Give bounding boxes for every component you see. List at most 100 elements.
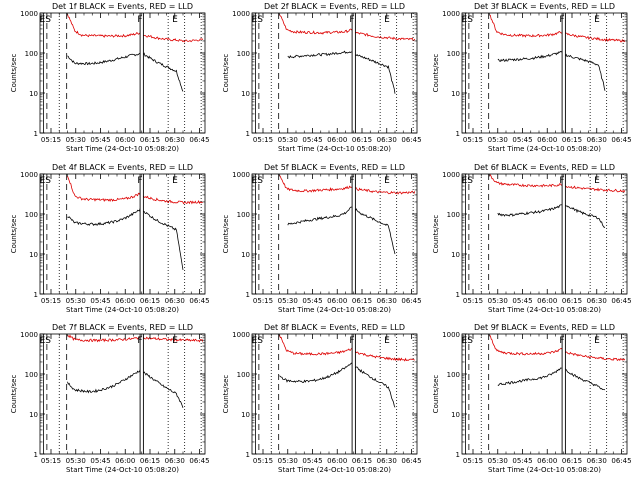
series-events-line: [565, 205, 606, 228]
series-events-line: [355, 208, 396, 255]
x-tick-label: 06:00: [115, 457, 135, 465]
y-tick-label: 1000: [20, 331, 38, 339]
traces: [489, 335, 626, 391]
x-axis-label: Start Time (24-Oct-10 05:08:20): [66, 466, 179, 474]
panel-title: Det 5f BLACK = Events, RED = LLD: [264, 163, 405, 172]
panel-title: Det 6f BLACK = Events, RED = LLD: [474, 163, 615, 172]
x-tick-label: 06:00: [537, 136, 557, 144]
y-tick-label: 100: [25, 50, 38, 58]
series-lld-line: [565, 32, 626, 43]
x-tick-label: 05:45: [302, 297, 322, 305]
y-tick-label: 1: [456, 451, 460, 459]
y-axis-label: Counts/sec: [10, 54, 18, 93]
y-tick-label: 100: [25, 371, 38, 379]
x-tick-label: 06:30: [377, 297, 397, 305]
y-tick-label: 1000: [20, 171, 38, 179]
series-events-line: [287, 50, 353, 59]
y-tick-label: 10: [29, 411, 38, 419]
y-axis-label: Counts/sec: [10, 375, 18, 414]
series-events-line: [279, 362, 353, 384]
x-tick-label: 05:30: [278, 297, 298, 305]
x-tick-label: 05:30: [488, 297, 508, 305]
x-tick-label: 06:45: [401, 457, 421, 465]
traces: [279, 174, 416, 255]
x-tick-label: 06:30: [165, 457, 185, 465]
x-tick-label: 05:45: [90, 457, 110, 465]
plot-frame: [461, 12, 628, 134]
x-tick-label: 06:15: [140, 136, 160, 144]
series-events-line: [565, 368, 606, 391]
x-tick-label: 05:15: [41, 297, 61, 305]
plot-frame: [251, 333, 418, 455]
x-tick-label: 05:45: [302, 457, 322, 465]
marker-e-label: E: [384, 176, 390, 186]
x-axis-label: Start Time (24-Oct-10 05:08:20): [488, 306, 601, 314]
panel-title: Det 9f BLACK = Events, RED = LLD: [474, 323, 615, 332]
x-tick-label: 06:00: [537, 297, 557, 305]
marker-es-label: ES: [252, 336, 264, 346]
y-tick-label: 100: [25, 211, 38, 219]
series-lld-line: [143, 195, 204, 205]
series-lld-line: [143, 34, 204, 43]
panel-title: Det 8f BLACK = Events, RED = LLD: [264, 323, 405, 332]
y-tick-label: 1: [246, 451, 250, 459]
y-tick-label: 10: [29, 90, 38, 98]
series-lld-line: [355, 187, 416, 195]
y-tick-label: 1: [34, 130, 38, 138]
x-tick-label: 06:30: [165, 136, 185, 144]
series-events-line: [67, 52, 141, 66]
plot-frame: [39, 173, 206, 295]
series-lld-line: [565, 185, 626, 193]
marker-f-label: F: [349, 336, 354, 346]
x-tick-label: 06:15: [352, 136, 372, 144]
series-events-line: [143, 371, 184, 409]
x-tick-label: 05:15: [41, 457, 61, 465]
x-tick-label: 06:00: [115, 297, 135, 305]
y-tick-label: 1000: [442, 10, 460, 18]
series-events-line: [355, 53, 396, 94]
x-tick-label: 05:45: [90, 136, 110, 144]
marker-e-label: E: [384, 336, 390, 346]
series-events-line: [67, 369, 141, 394]
plot-frame: [39, 12, 206, 134]
x-axis-label: Start Time (24-Oct-10 05:08:20): [488, 466, 601, 474]
x-tick-label: 06:30: [377, 136, 397, 144]
y-tick-label: 1000: [232, 10, 250, 18]
y-axis-label: Counts/sec: [432, 215, 440, 254]
marker-es-label: ES: [462, 15, 474, 25]
y-axis-label: Counts/sec: [10, 215, 18, 254]
series-lld-line: [565, 351, 626, 362]
marker-e-label: E: [384, 15, 390, 25]
series-events-line: [497, 367, 563, 386]
marker-es-label: ES: [252, 15, 264, 25]
x-tick-label: 05:30: [66, 457, 86, 465]
panel-title: Det 1f BLACK = Events, RED = LLD: [52, 2, 193, 11]
y-tick-label: 1: [456, 291, 460, 299]
x-tick-label: 06:15: [562, 297, 582, 305]
marker-f-label: F: [137, 176, 142, 186]
series-lld-line: [67, 334, 141, 343]
x-tick-label: 06:45: [189, 297, 209, 305]
x-tick-label: 06:30: [587, 136, 607, 144]
x-tick-label: 06:30: [587, 457, 607, 465]
series-lld-line: [355, 31, 416, 42]
traces: [279, 334, 415, 408]
x-axis-label: Start Time (24-Oct-10 05:08:20): [66, 306, 179, 314]
y-tick-label: 100: [237, 50, 250, 58]
marker-f-label: F: [349, 176, 354, 186]
traces: [67, 334, 204, 409]
y-tick-label: 1: [34, 451, 38, 459]
x-tick-label: 05:30: [488, 457, 508, 465]
y-tick-label: 10: [241, 251, 250, 259]
x-tick-label: 06:45: [611, 136, 631, 144]
series-events-line: [143, 52, 184, 92]
y-tick-label: 10: [451, 251, 460, 259]
series-events-line: [565, 53, 606, 91]
x-tick-label: 06:15: [562, 136, 582, 144]
